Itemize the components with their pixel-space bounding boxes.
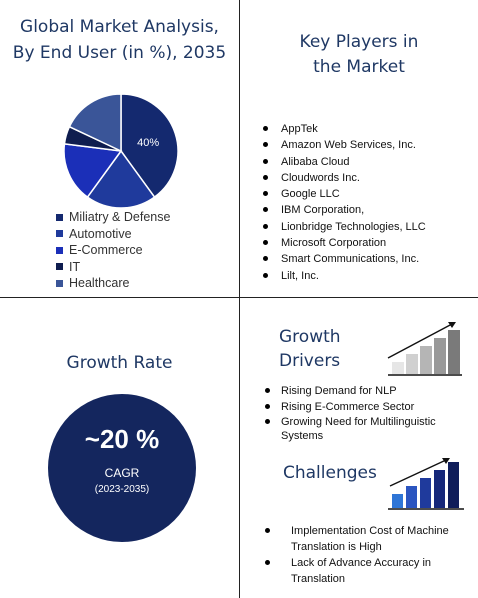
legend-label: IT [69,259,81,274]
cagr-value: ~20 % [84,424,160,454]
challenges-list: Implementation Cost of Machine Translati… [264,523,464,587]
rising-bars-blue-icon [388,458,464,510]
key-player-item: Alibaba Cloud [262,154,426,170]
cagr-circle: ~20 % CAGR (2023-2035) [48,394,196,542]
cagr-label: CAGR [104,466,140,480]
pie-slice-e-commerce [63,143,123,199]
legend-swatch [56,246,63,254]
key-player-item: IBM Corporation, [262,202,426,218]
growth-drivers-title: Growth Drivers [279,325,341,373]
drivers-title-line2: Drivers [279,351,341,371]
legend-swatch [56,230,63,238]
legend-item: IT [56,259,170,276]
key-player-item: Microsoft Corporation [262,235,426,251]
legend-label: Healthcare [69,276,130,290]
horizontal-divider [0,297,478,298]
legend-item: Healthcare [56,275,170,292]
legend-item: E-Commerce [56,242,170,259]
challenge-item: Implementation Cost of Machine Translati… [264,523,464,555]
legend-swatch [56,263,63,271]
key-player-item: AppTek [262,121,426,137]
market-analysis-title: Global Market Analysis, By End User (in … [0,14,239,66]
rising-bars-grey-icon [387,322,462,376]
legend-swatch [56,213,63,221]
end-user-pie-chart: 40% [63,93,179,209]
legend-label: Automotive [69,226,132,241]
legend-item: Automotive [56,226,170,243]
market-title-line1: Global Market Analysis, [20,17,219,37]
key-players-list: AppTek Amazon Web Services, Inc. Alibaba C… [262,121,426,284]
key-player-item: Google LLC [262,186,426,202]
players-title-line1: Key Players in [299,32,419,52]
growth-driver-item: Rising Demand for NLP [264,384,474,398]
growth-driver-item: Growing Need for Multilinguistic Systems [264,415,474,443]
legend-label: E-Commerce [69,243,143,257]
key-player-item: Smart Communications, Inc. [262,251,426,267]
pie-slice-automotive [86,149,156,209]
market-title-line2: By End User (in %), 2035 [12,43,227,63]
challenge-item: Lack of Advance Accuracy in Translation [264,555,464,587]
pie-slice-label: 40% [137,137,159,149]
vertical-divider [239,0,240,598]
growth-drivers-list: Rising Demand for NLP Rising E-Commerce S… [264,384,474,445]
players-title-line2: the Market [313,57,405,77]
legend-label: Miliatry & Defense [69,210,171,224]
challenges-title: Challenges [283,463,377,483]
pie-slice-miliatry-defense [120,93,179,199]
key-player-item: Cloudwords Inc. [262,170,426,186]
legend-item: Miliatry & Defense [56,209,170,226]
pie-legend: Miliatry & Defense Automotive E-Commerce IT… [56,209,170,292]
drivers-title-line1: Growth [279,327,341,347]
legend-swatch [56,279,63,287]
pie-slice-healthcare [68,93,122,153]
key-player-item: Lionbridge Technologies, LLC [262,219,426,235]
key-player-item: Lilt, Inc. [262,268,426,284]
growth-rate-title: Growth Rate [66,353,173,373]
cagr-period: (2023-2035) [94,484,150,495]
key-players-title: Key Players in the Market [240,30,478,80]
key-player-item: Amazon Web Services, Inc. [262,137,426,153]
growth-driver-item: Rising E-Commerce Sector [264,400,474,414]
